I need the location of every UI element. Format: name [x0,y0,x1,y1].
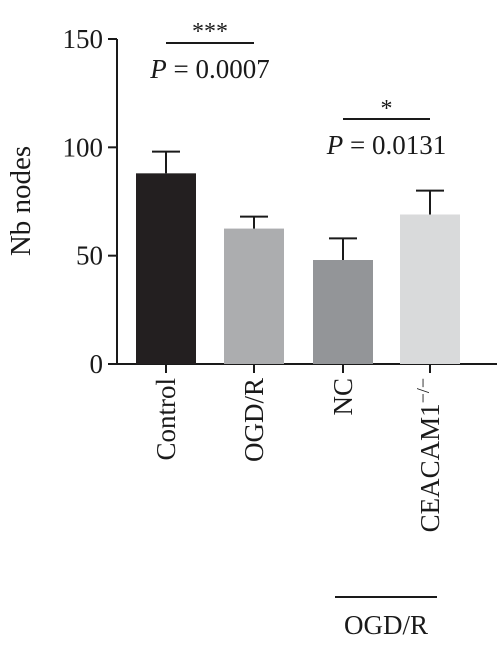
group-label: OGD/R [344,610,428,640]
p-value-text: = 0.0131 [343,130,446,160]
bars [136,173,460,364]
annotations: OGD/R *** P = 0.0007 * P = 0.0131 [149,19,446,640]
p-symbol: P [149,54,167,84]
significance-stars: * [381,96,393,122]
bar [224,228,284,364]
x-tick-label: CEACAM1−/− [413,378,445,532]
labels: 0 50 100 150 Nb nodes Control OGD/R NC CEACAM1−/… [5,24,445,532]
p-value-text: = 0.0007 [167,54,270,84]
p-value-label: P = 0.0131 [326,130,446,160]
y-tick-label: 0 [90,349,104,379]
significance-stars: *** [192,19,228,45]
y-axis-label: Nb nodes [5,146,37,256]
bar [313,260,373,364]
y-tick-label: 150 [63,24,104,54]
bar [400,214,460,364]
x-tick-label: NC [328,378,358,416]
bar [136,173,196,364]
p-value-label: P = 0.0007 [149,54,269,84]
p-symbol: P [326,130,344,160]
error-bars [152,150,444,260]
y-tick-label: 100 [63,132,104,162]
x-tick-label: Control [151,378,181,461]
y-tick-label: 50 [76,241,103,271]
x-tick-label-superscript: −/− [413,378,433,403]
x-tick-label: OGD/R [239,378,269,462]
